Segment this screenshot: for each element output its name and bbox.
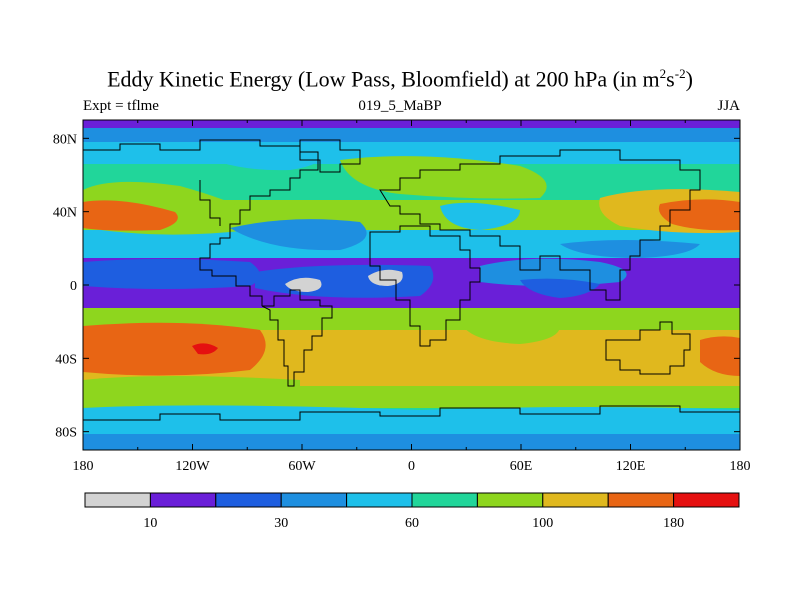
colorbar-swatch xyxy=(346,492,413,508)
coast-eurasia xyxy=(379,149,701,301)
coast-alaska xyxy=(199,180,221,226)
contour-patch-eq-pac xyxy=(83,259,260,289)
coastlines xyxy=(83,139,740,421)
coast-south-america xyxy=(261,289,333,387)
contour-patch-s-pac-east xyxy=(700,336,740,376)
contour-band-south-edge xyxy=(83,434,740,450)
colorbar-swatch xyxy=(149,492,217,508)
contour-patch-asia-monsoon xyxy=(560,240,700,258)
lat-tick-label: 0 xyxy=(70,279,77,294)
lon-tick-label: 180 xyxy=(730,459,751,474)
coast-antarctica xyxy=(83,405,740,421)
lon-tick-label: 0 xyxy=(408,459,415,474)
contour-patch-europe xyxy=(440,202,520,230)
coast-africa xyxy=(369,225,481,347)
colorbar: 10 30 60 100 180 xyxy=(84,492,740,531)
colorbar-swatch xyxy=(542,492,609,508)
latitude-axis: 80N 40N 0 40S 80S xyxy=(53,132,740,441)
lat-tick-label: 80S xyxy=(55,426,77,441)
colorbar-swatch xyxy=(673,492,740,508)
run-label: 019_5_MaBP xyxy=(358,98,442,114)
coast-north-america xyxy=(83,139,319,306)
lon-tick-label: 120W xyxy=(175,459,210,474)
colorbar-swatch xyxy=(280,492,348,508)
colorbar-label: 10 xyxy=(143,516,157,531)
contour-patch-eurasia-jet xyxy=(340,156,547,199)
lon-tick-label: 60E xyxy=(510,459,533,474)
map-title: Eddy Kinetic Energy (Low Pass, Bloomfiel… xyxy=(107,66,693,92)
contour-max-spac xyxy=(192,343,218,355)
lon-tick-label: 120E xyxy=(616,459,646,474)
contour-patch-s-ocean-2 xyxy=(83,405,740,424)
colorbar-label: 30 xyxy=(274,516,288,531)
contour-patch-atlantic-n xyxy=(230,219,367,251)
colorbar-swatch xyxy=(84,492,151,508)
colorbar-swatch xyxy=(476,492,544,508)
lat-tick-label: 40S xyxy=(55,352,77,367)
contour-min-south-america xyxy=(285,277,322,292)
coast-australia xyxy=(605,321,691,375)
colorbar-swatch xyxy=(607,492,675,508)
contour-band-subtropic-s xyxy=(83,308,740,330)
lat-tick-label: 80N xyxy=(53,132,77,147)
colorbar-swatch xyxy=(215,492,282,508)
colorbar-label: 180 xyxy=(663,516,684,531)
contour-patch-spac-jet xyxy=(83,322,266,376)
experiment-label: Expt = tflme xyxy=(83,98,159,114)
lon-tick-label: 60W xyxy=(288,459,316,474)
contour-patch-maritime xyxy=(520,278,600,298)
contour-field xyxy=(83,120,740,450)
colorbar-label: 60 xyxy=(405,516,419,531)
lon-tick-label: 180 xyxy=(73,459,94,474)
contour-band-antarctic xyxy=(83,420,740,434)
contour-patch-s-atl xyxy=(460,318,560,344)
contour-patch-npac-max xyxy=(83,200,178,231)
colorbar-swatch xyxy=(411,492,478,508)
colorbar-label: 100 xyxy=(532,516,553,531)
coast-greenland xyxy=(299,139,361,173)
lat-tick-label: 40N xyxy=(53,206,77,221)
contour-patch-s-ocean xyxy=(83,376,300,393)
contour-band-arctic xyxy=(83,128,740,142)
longitude-axis: 180 120W 60W 0 60E 120E 180 xyxy=(73,120,751,474)
season-label: JJA xyxy=(717,98,740,114)
contour-patch-canada xyxy=(190,145,322,171)
contour-min-africa xyxy=(368,269,403,286)
contour-patch-nw-pac-max xyxy=(658,199,740,231)
